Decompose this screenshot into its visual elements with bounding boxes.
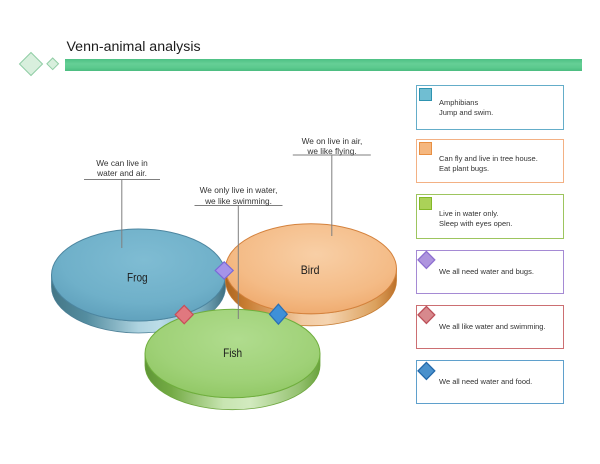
svg-text:Bird: Bird xyxy=(301,264,320,277)
svg-text:Fish: Fish xyxy=(223,346,242,360)
svg-text:Frog: Frog xyxy=(127,271,148,284)
